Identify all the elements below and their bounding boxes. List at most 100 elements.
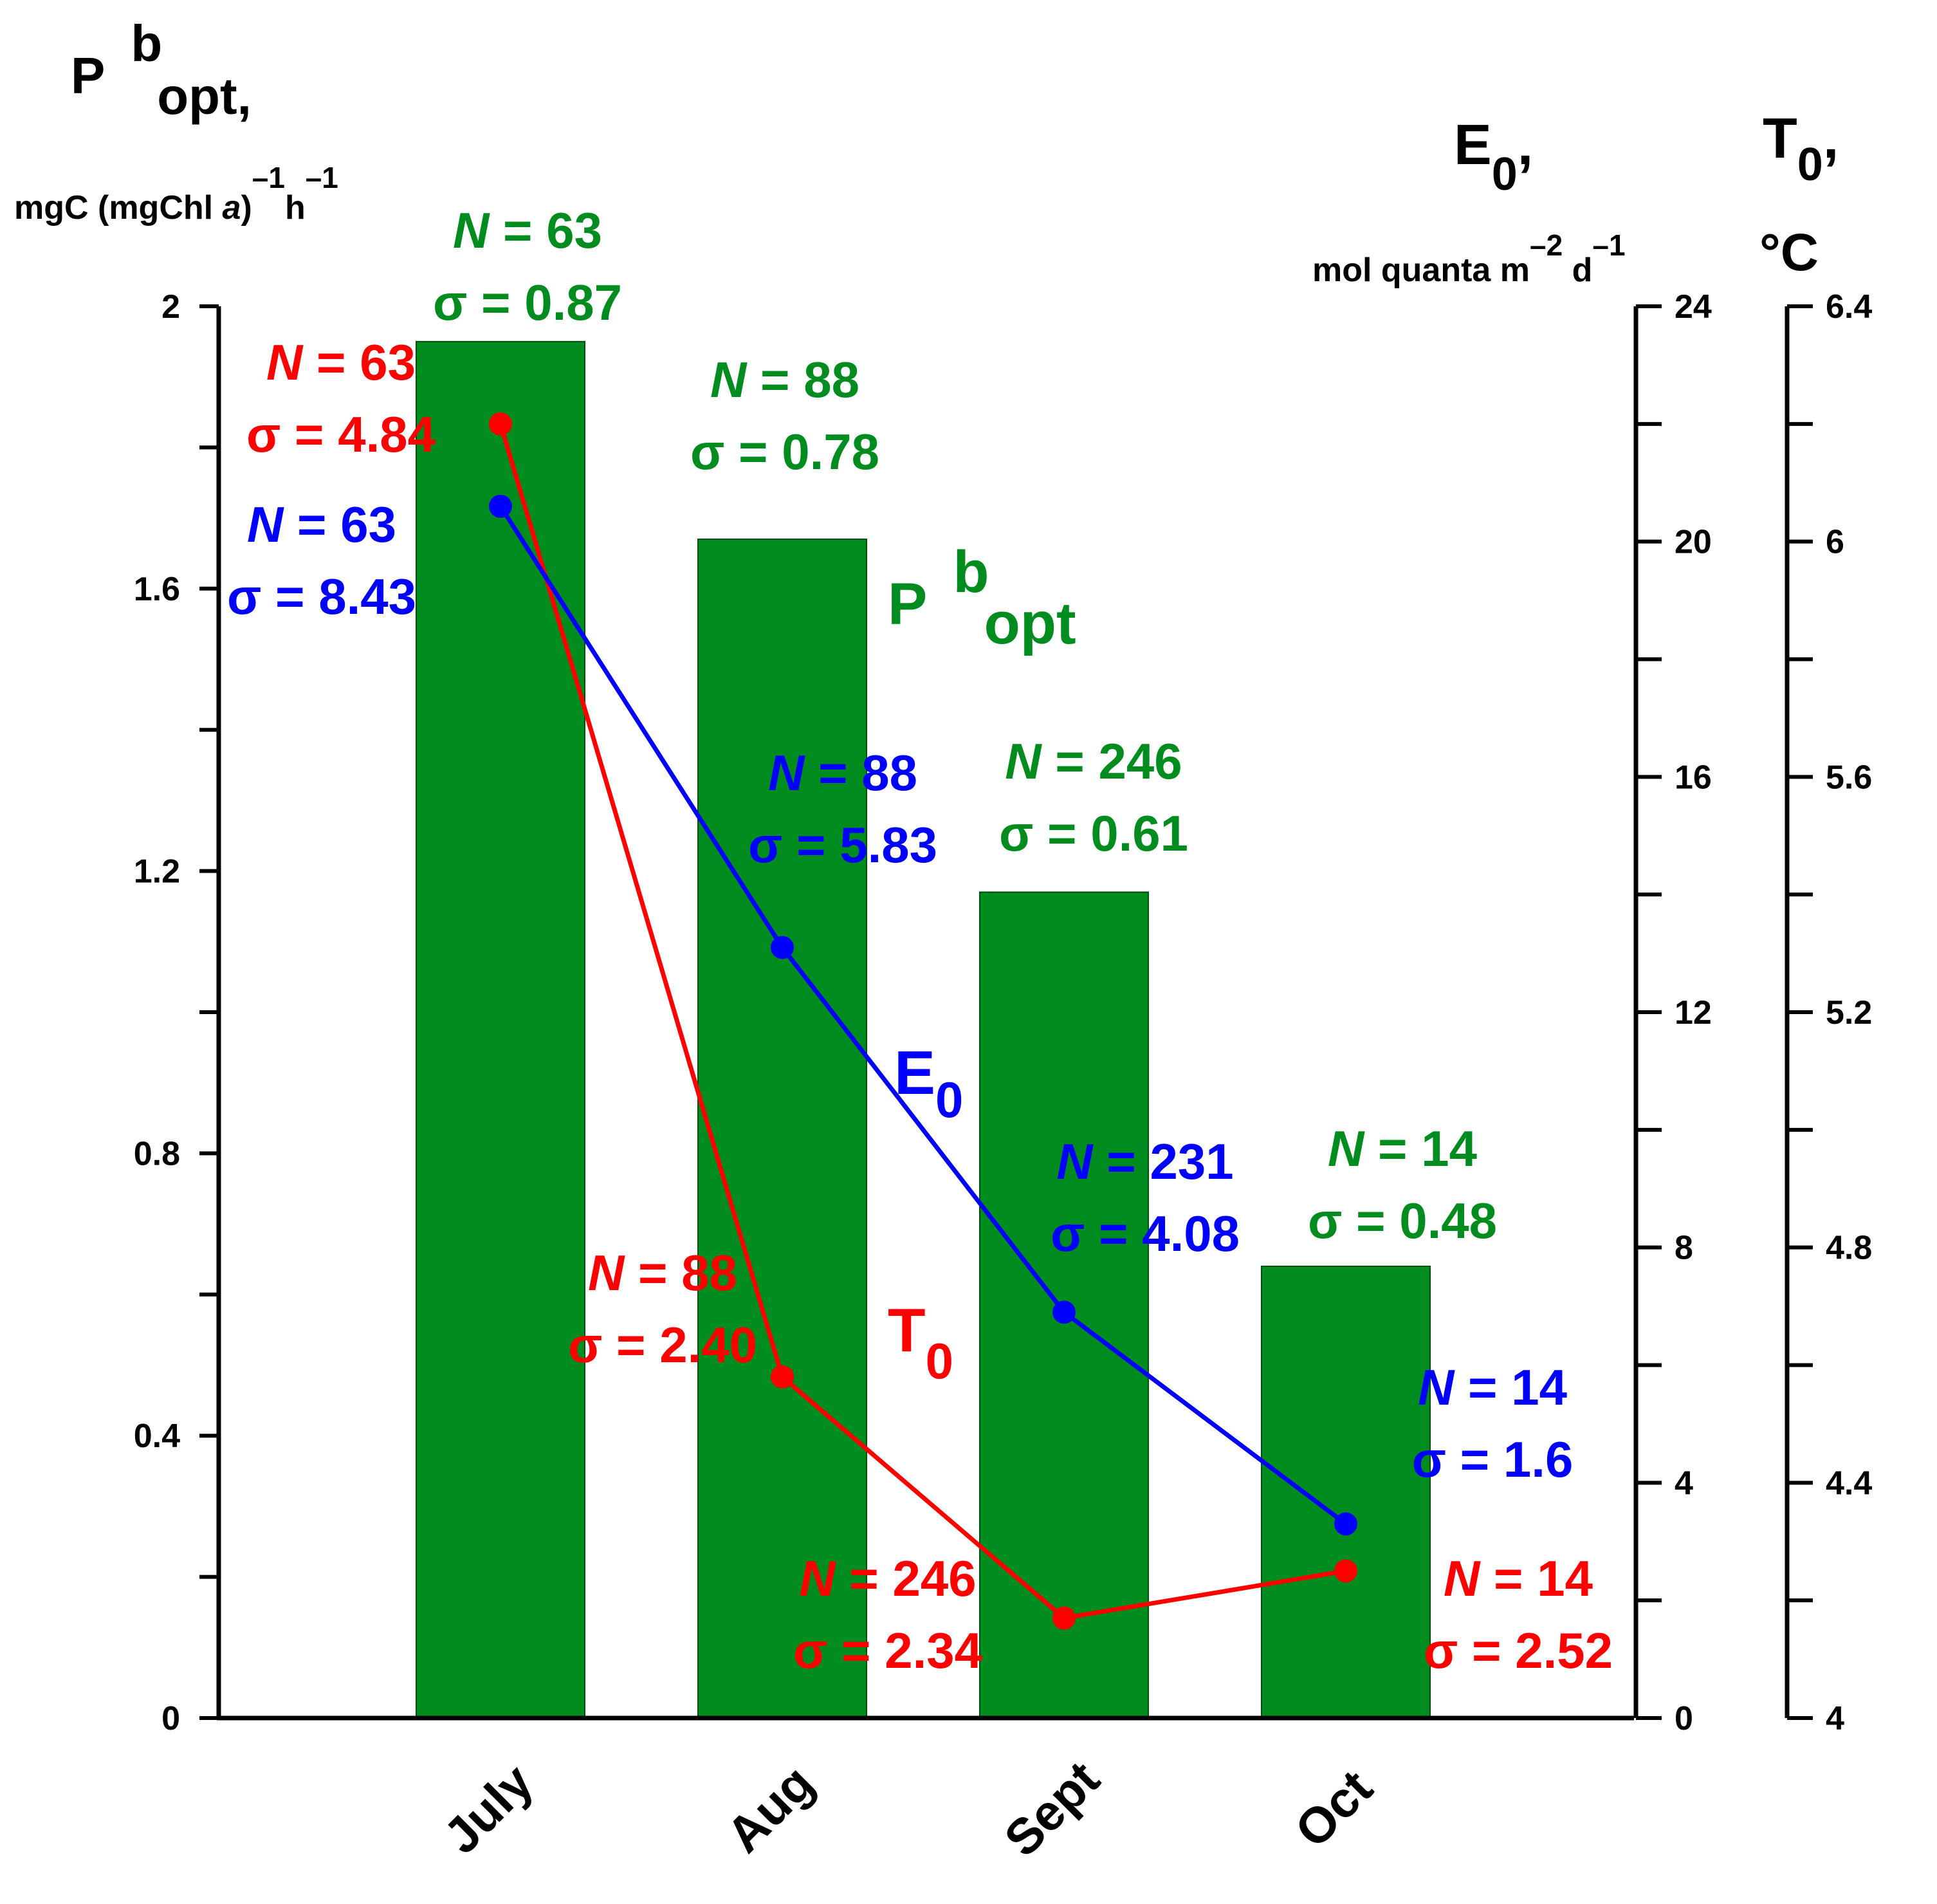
- e0-axis-tick-label: 0: [1675, 1700, 1693, 1737]
- t0-sigma-label: σ = 2.40: [568, 1317, 757, 1373]
- t0-annotation-aug: N = 88 σ = 2.40: [568, 1244, 757, 1373]
- bar-aug: [697, 539, 867, 1719]
- left-axis-unit-text: mgC (mgChl: [14, 189, 223, 226]
- n-symbol: N: [1418, 1359, 1455, 1416]
- t0-annotation-july: N = 63 σ = 4.84: [246, 334, 436, 463]
- e0-axis-title-comma: ,: [1518, 113, 1533, 176]
- e0-annotation-sept: N = 231 σ = 4.08: [1051, 1133, 1240, 1262]
- left-axis-title: Pb opt,: [71, 15, 252, 125]
- e0-n-label: N = 231: [1056, 1133, 1233, 1190]
- left-axis-unit-italic: a: [223, 189, 241, 226]
- e0-point-sept: [1052, 1300, 1076, 1324]
- n-value: = 88: [746, 351, 859, 408]
- n-symbol: N: [710, 351, 748, 408]
- e0-axis-tick-label: 12: [1675, 994, 1712, 1031]
- e0-axis-tick-label: 8: [1675, 1230, 1693, 1267]
- category-label-sept: Sept: [993, 1750, 1110, 1867]
- t0-n-label: N = 88: [588, 1244, 737, 1301]
- n-value: = 88: [624, 1244, 737, 1301]
- n-symbol: N: [1056, 1133, 1094, 1190]
- category-label-oct: Oct: [1284, 1759, 1383, 1858]
- p-b-opt-annotation-july: N = 63 σ = 0.87: [433, 202, 622, 331]
- pbopt-series-label-sub: opt: [984, 591, 1076, 656]
- left-axis-unit-close: ): [241, 189, 252, 226]
- e0-axis-tick-label: 24: [1675, 288, 1712, 326]
- n-symbol: N: [768, 744, 805, 801]
- bars-layer: [416, 340, 1431, 1719]
- p-b-opt-annotation-aug: N = 88 σ = 0.78: [690, 351, 879, 480]
- axes-layer: 00.40.81.21.620481216202444.44.85.25.666…: [134, 288, 1873, 1737]
- e0-axis-title-main: E: [1454, 113, 1492, 176]
- p-b-opt-n-label: N = 246: [1005, 733, 1182, 790]
- e0-axis-unit-sup2: –1: [1592, 228, 1625, 262]
- n-symbol: N: [588, 1244, 625, 1301]
- category-label-aug: Aug: [715, 1754, 824, 1863]
- left-axis-unit-h: h: [285, 189, 306, 226]
- t0-point-aug: [771, 1365, 794, 1389]
- e0-axis-tick-label: 16: [1675, 759, 1712, 796]
- n-value: = 231: [1093, 1133, 1234, 1190]
- e0-point-oct: [1334, 1512, 1357, 1536]
- t0-axis-title-main: T: [1763, 106, 1797, 170]
- t0-axis-tick-label: 4: [1826, 1700, 1844, 1737]
- e0-series-label-main: E: [894, 1039, 935, 1107]
- e0-axis-unit-text: mol quanta m: [1312, 252, 1530, 289]
- e0-point-july: [489, 494, 512, 518]
- t0-point-sept: [1052, 1606, 1076, 1630]
- e0-n-label: N = 63: [247, 496, 396, 553]
- n-symbol: N: [1328, 1120, 1365, 1177]
- t0-axis-tick-label: 6: [1826, 524, 1844, 561]
- category-label-july: July: [433, 1753, 544, 1865]
- category-labels-layer: July Aug Sept Oct: [433, 1750, 1383, 1867]
- e0-sigma-label: σ = 8.43: [227, 568, 416, 625]
- t0-sigma-label: σ = 2.52: [1424, 1622, 1613, 1679]
- t0-series-label: T0: [888, 1296, 953, 1389]
- e0-annotation-aug: N = 88 σ = 5.83: [748, 744, 937, 873]
- t0-annotation-oct: N = 14 σ = 2.52: [1424, 1550, 1613, 1679]
- n-value: = 14: [1364, 1120, 1477, 1177]
- n-value: = 88: [804, 744, 917, 801]
- left-axis-tick-label: 0.8: [134, 1135, 180, 1172]
- left-axis-title-sup: b: [131, 15, 162, 72]
- t0-axis-tick-label: 5.6: [1826, 759, 1872, 796]
- t0-axis-title-comma: ,: [1823, 106, 1839, 170]
- lines-layer: [489, 412, 1357, 1630]
- p-b-opt-sigma-label: σ = 0.78: [690, 423, 879, 480]
- e0-axis-unit-d: d: [1563, 252, 1592, 289]
- t0-n-label: N = 246: [799, 1550, 976, 1607]
- pbopt-series-label-main: P: [888, 571, 927, 637]
- left-axis-tick-label: 0.4: [134, 1418, 180, 1455]
- t0-axis-title: T0,: [1763, 106, 1839, 190]
- n-symbol: N: [1444, 1550, 1481, 1607]
- t0-n-label: N = 14: [1444, 1550, 1593, 1607]
- p-b-opt-annotation-oct: N = 14 σ = 0.48: [1308, 1120, 1497, 1249]
- e0-sigma-label: σ = 1.6: [1412, 1431, 1574, 1488]
- n-value: = 246: [836, 1550, 977, 1607]
- e0-series-label-sub: 0: [935, 1071, 963, 1128]
- left-axis-unit-sup2: –1: [306, 161, 338, 194]
- n-value: = 14: [1454, 1359, 1567, 1416]
- t0-n-label: N = 63: [266, 334, 416, 391]
- e0-line: [499, 504, 1348, 1526]
- t0-line: [498, 423, 1346, 1621]
- p-b-opt-sigma-label: σ = 0.48: [1308, 1192, 1497, 1249]
- t0-annotation-sept: N = 246 σ = 2.34: [793, 1550, 982, 1679]
- e0-sigma-label: σ = 5.83: [748, 817, 937, 873]
- n-symbol: N: [1005, 733, 1042, 790]
- e0-axis-tick-label: 4: [1675, 1465, 1693, 1502]
- e0-axis-title: E0,: [1454, 113, 1533, 200]
- n-value: = 63: [489, 202, 602, 259]
- bar-july: [416, 340, 585, 1719]
- t0-axis-tick-label: 6.4: [1826, 288, 1872, 326]
- t0-series-label-sub: 0: [926, 1333, 953, 1389]
- n-symbol: N: [247, 496, 284, 553]
- t0-axis-title-sub: 0: [1797, 139, 1823, 190]
- e0-series-label: E0: [894, 1039, 963, 1128]
- annotations-layer: N = 63 σ = 0.87 N = 88 σ = 0.78 N = 246 σ = 0…: [227, 202, 1613, 1679]
- e0-n-label: N = 88: [768, 744, 917, 801]
- e0-axis-unit: mol quanta m–2 d–1: [1312, 228, 1626, 289]
- t0-sigma-label: σ = 2.34: [793, 1622, 982, 1679]
- t0-series-label-main: T: [888, 1296, 926, 1365]
